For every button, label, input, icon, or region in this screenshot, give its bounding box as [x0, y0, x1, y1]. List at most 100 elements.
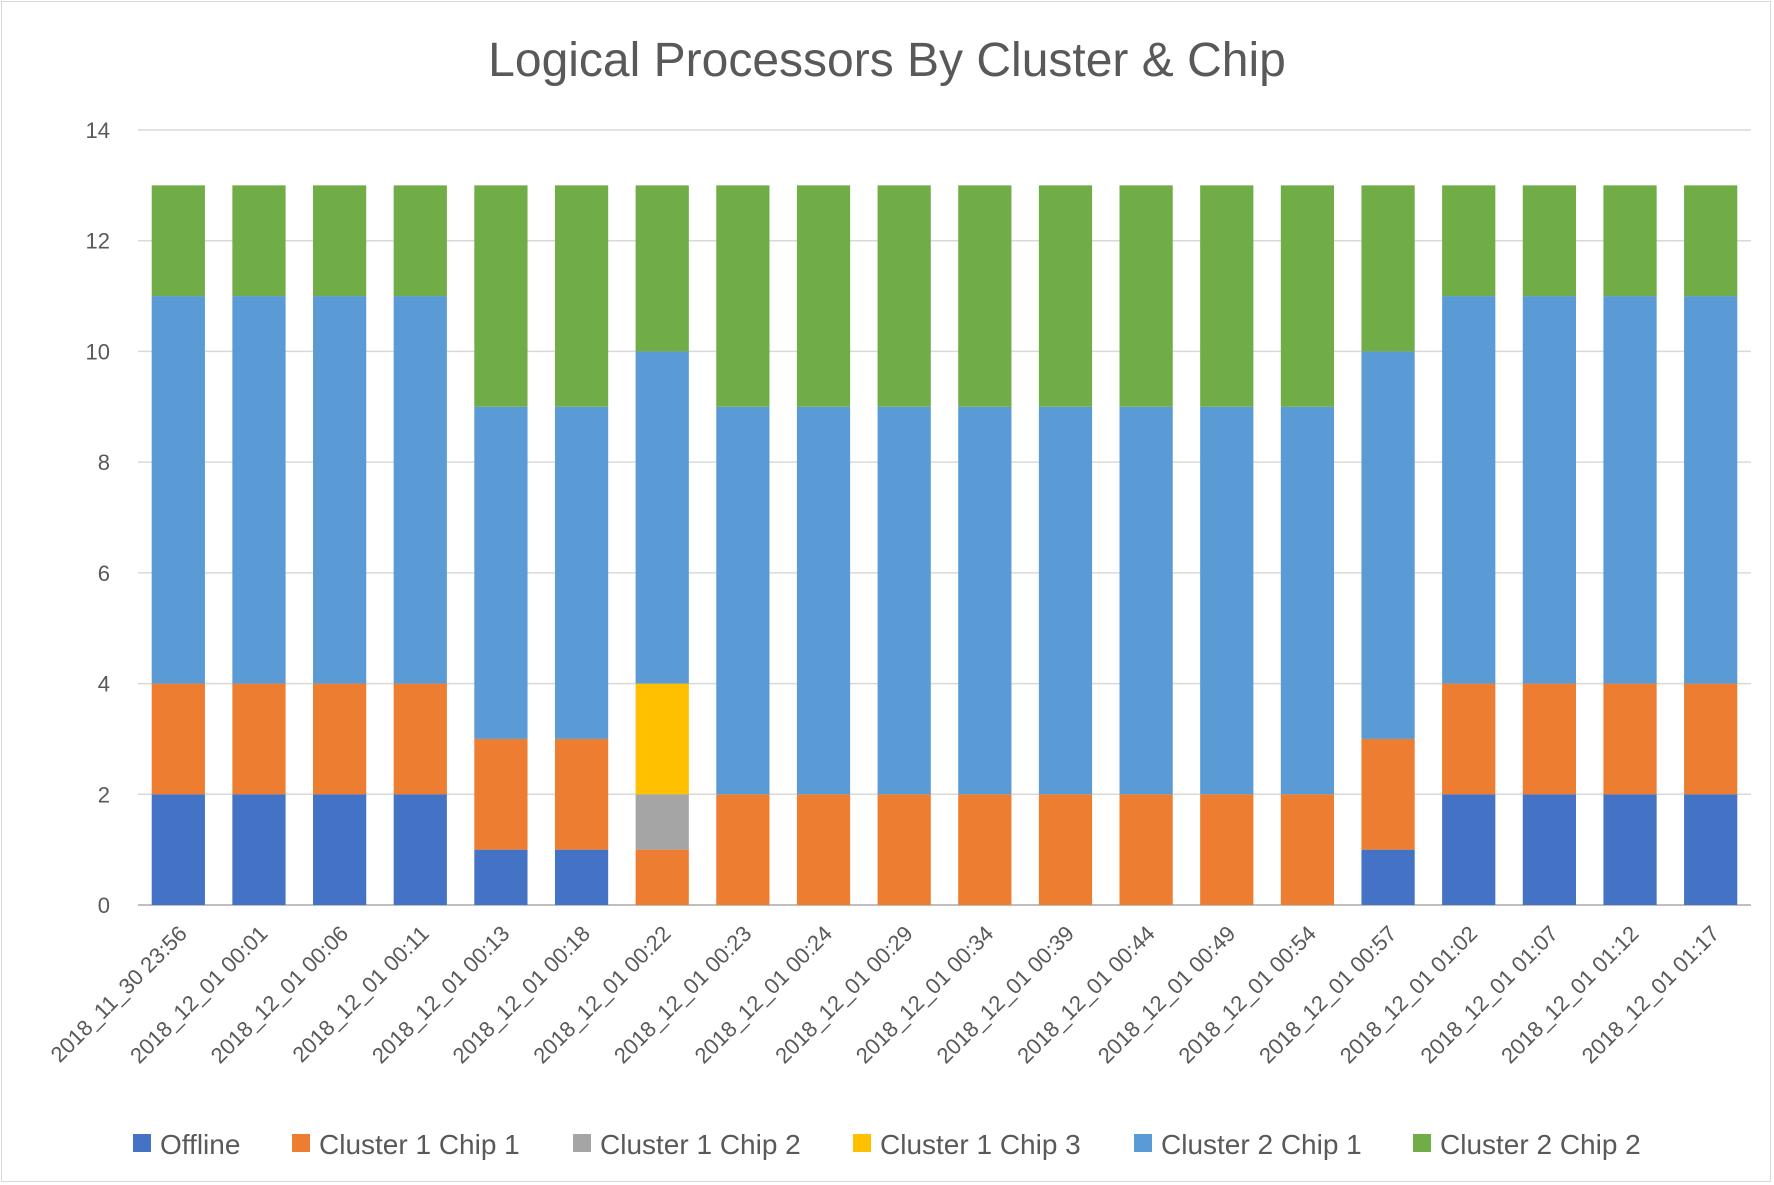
bar-segment-cluster-1-chip-2 [635, 794, 689, 850]
y-axis-ticks: 0 2 4 6 8 10 12 14 [86, 118, 110, 918]
bar-segment-cluster-2-chip-1 [554, 406, 609, 739]
bar-segment-offline [1684, 794, 1738, 905]
x-tick-label: 2018_12_01 00:11 [288, 921, 434, 1067]
bar-segment-cluster-1-chip-1 [958, 794, 1012, 905]
bar-segment-cluster-2-chip-1 [1442, 296, 1496, 684]
x-tick-label: 2018_12_01 00:23 [609, 921, 756, 1068]
bar-segment-cluster-1-chip-1 [877, 794, 931, 905]
bar-segment-cluster-2-chip-1 [1603, 296, 1657, 684]
bar-segment-offline [151, 794, 205, 905]
legend: Offline Cluster 1 Chip 1 Cluster 1 Chip 2 C… [133, 1129, 1641, 1160]
bar-segment-cluster-2-chip-2 [1119, 185, 1173, 407]
bar-segment-cluster-1-chip-1 [1280, 794, 1335, 905]
x-tick-label: 2018_12_01 00:01 [125, 921, 272, 1068]
bar-segment-cluster-2-chip-2 [313, 185, 367, 297]
bar-segment-cluster-1-chip-1 [1038, 794, 1093, 905]
legend-swatch [1134, 1134, 1152, 1152]
legend-swatch [573, 1134, 591, 1152]
bar-segment-cluster-2-chip-1 [151, 296, 205, 684]
bar-segment-cluster-1-chip-1 [393, 683, 447, 795]
bar-segment-cluster-2-chip-2 [1684, 185, 1738, 297]
y-tick-label: 14 [86, 118, 110, 143]
bar-segment-cluster-2-chip-1 [958, 406, 1012, 795]
bars [151, 185, 1738, 905]
legend-label: Cluster 2 Chip 2 [1440, 1129, 1641, 1160]
y-tick-label: 2 [98, 782, 110, 807]
x-tick-label: 2018_12_01 00:54 [1174, 921, 1321, 1068]
bar-segment-cluster-2-chip-2 [474, 185, 528, 407]
bar-segment-cluster-2-chip-2 [716, 185, 770, 407]
bar-segment-cluster-2-chip-2 [393, 185, 447, 297]
bar-segment-cluster-1-chip-1 [1200, 794, 1254, 905]
bar-segment-cluster-2-chip-1 [1684, 296, 1738, 684]
legend-label: Cluster 1 Chip 2 [600, 1129, 801, 1160]
bar-segment-cluster-2-chip-1 [635, 351, 689, 684]
bar-segment-cluster-2-chip-1 [796, 406, 851, 795]
bar-segment-cluster-2-chip-1 [877, 406, 931, 795]
bar-segment-cluster-1-chip-1 [474, 738, 528, 850]
x-tick-label: 2018_12_01 00:29 [770, 921, 917, 1068]
bar-segment-cluster-1-chip-1 [1442, 683, 1496, 795]
bar-segment-cluster-2-chip-1 [1361, 351, 1415, 739]
bar-segment-cluster-1-chip-1 [313, 683, 367, 795]
bar-segment-cluster-2-chip-2 [232, 185, 286, 297]
x-tick-label: 2018_12_01 01:07 [1415, 921, 1562, 1068]
x-tick-label: 2018_12_01 00:06 [206, 921, 353, 1068]
bar-segment-offline [1361, 849, 1415, 905]
bar-segment-cluster-1-chip-1 [554, 738, 609, 850]
legend-label: Cluster 2 Chip 1 [1161, 1129, 1362, 1160]
y-tick-label: 10 [86, 339, 110, 364]
bar-segment-offline [232, 794, 286, 905]
bar-segment-cluster-2-chip-2 [151, 185, 205, 297]
bar-segment-cluster-2-chip-2 [635, 185, 689, 352]
bar-segment-cluster-2-chip-1 [313, 296, 367, 684]
x-tick-label: 2018_12_01 00:34 [851, 921, 998, 1068]
bar-segment-cluster-1-chip-3 [635, 683, 689, 795]
legend-label: Cluster 1 Chip 3 [880, 1129, 1081, 1160]
bar-segment-cluster-2-chip-1 [1038, 406, 1093, 795]
y-tick-label: 8 [98, 450, 110, 475]
bar-segment-cluster-2-chip-2 [1442, 185, 1496, 297]
bar-segment-cluster-2-chip-2 [1200, 185, 1254, 407]
bar-segment-cluster-2-chip-1 [1522, 296, 1576, 684]
bar-segment-cluster-1-chip-1 [1522, 683, 1576, 795]
bar-segment-offline [313, 794, 367, 905]
bar-segment-cluster-2-chip-2 [1361, 185, 1415, 352]
bar-segment-cluster-2-chip-1 [1280, 406, 1335, 795]
bar-segment-cluster-1-chip-1 [151, 683, 205, 795]
bar-segment-cluster-2-chip-2 [1280, 185, 1335, 407]
x-tick-label: 2018_11_30 23:56 [46, 921, 192, 1067]
bar-segment-cluster-1-chip-1 [1684, 683, 1738, 795]
bar-segment-cluster-1-chip-1 [1361, 738, 1415, 850]
bar-segment-cluster-2-chip-1 [1119, 406, 1173, 795]
bar-segment-cluster-2-chip-2 [1603, 185, 1657, 297]
y-tick-label: 0 [98, 893, 110, 918]
bar-segment-cluster-1-chip-1 [1119, 794, 1173, 905]
bar-segment-cluster-2-chip-1 [474, 406, 528, 739]
bar-segment-cluster-2-chip-2 [1522, 185, 1576, 297]
bar-segment-cluster-1-chip-1 [1603, 683, 1657, 795]
x-tick-label: 2018_12_01 00:49 [1093, 921, 1240, 1068]
x-tick-label: 2018_12_01 00:13 [367, 921, 514, 1068]
x-tick-label: 2018_12_01 00:22 [528, 921, 675, 1068]
bar-segment-offline [474, 849, 528, 905]
bar-segment-cluster-1-chip-1 [232, 683, 286, 795]
y-tick-label: 4 [98, 672, 110, 697]
bar-segment-cluster-2-chip-1 [232, 296, 286, 684]
bar-segment-cluster-2-chip-2 [796, 185, 851, 407]
gridlines [138, 129, 1751, 906]
x-tick-label: 2018_12_01 00:24 [690, 921, 837, 1068]
legend-swatch [1413, 1134, 1431, 1152]
x-tick-label: 2018_12_01 00:44 [1012, 921, 1159, 1068]
bar-segment-cluster-1-chip-1 [635, 849, 689, 905]
bar-segment-cluster-2-chip-1 [393, 296, 447, 684]
bar-segment-cluster-2-chip-2 [958, 185, 1012, 407]
bar-segment-offline [393, 794, 447, 905]
bar-segment-cluster-2-chip-1 [716, 406, 770, 795]
bar-segment-offline [1442, 794, 1496, 905]
chart-title: Logical Processors By Cluster & Chip [488, 34, 1286, 87]
legend-swatch [133, 1134, 151, 1152]
x-tick-label: 2018_12_01 01:17 [1577, 921, 1724, 1068]
